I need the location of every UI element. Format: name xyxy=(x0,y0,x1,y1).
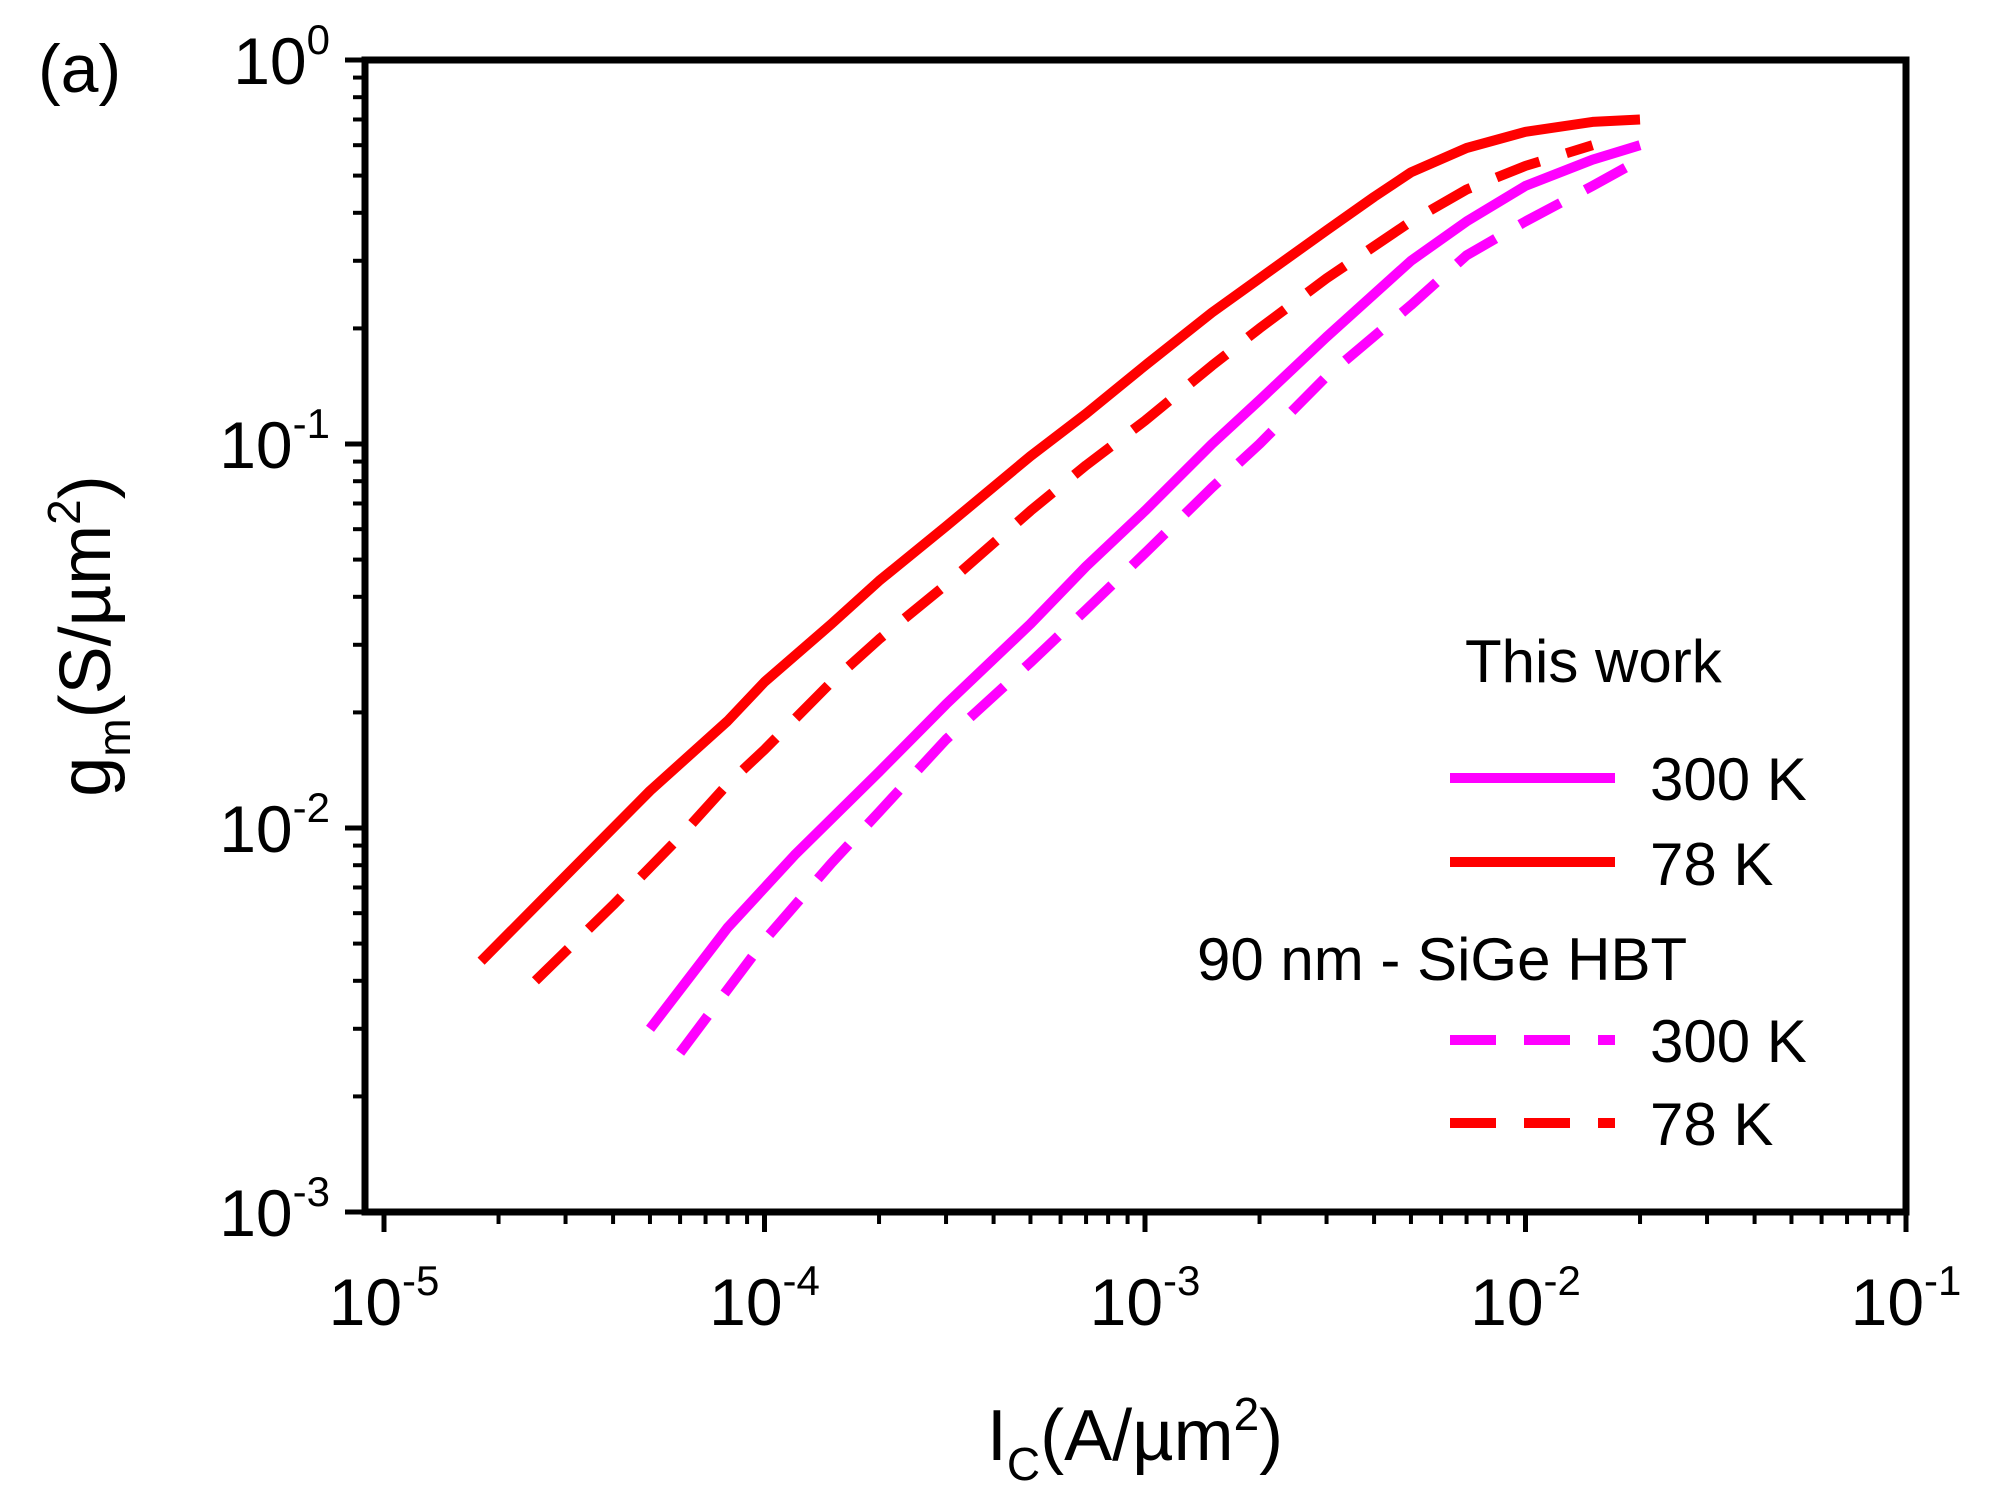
legend-label-this-work-300k: 300 K xyxy=(1650,746,1807,813)
y-axis-label-sub: m xyxy=(88,718,140,756)
x-axis-label-main: I xyxy=(987,1396,1007,1476)
y-axis-label-sup: 2 xyxy=(38,499,90,525)
series-layer xyxy=(477,114,1643,1056)
x-axis-label: IC(A/µm2) xyxy=(987,1388,1283,1489)
plot-frame xyxy=(361,56,1910,1216)
x-axis-label-close: ) xyxy=(1259,1396,1283,1476)
legend-group-title-sige-hbt: 90 nm - SiGe HBT xyxy=(1197,926,1687,993)
x-tick-label: 10-1 xyxy=(1851,1257,1962,1339)
legend-label-sige-hbt-300k: 300 K xyxy=(1650,1008,1807,1075)
x-tick-label: 10-3 xyxy=(1090,1257,1201,1339)
x-axis-label-sup: 2 xyxy=(1234,1388,1260,1440)
x-axis-label-tail: (A/µm xyxy=(1040,1396,1233,1476)
y-tick-label: 100 xyxy=(233,16,330,98)
series-line-1 xyxy=(646,140,1642,1032)
panel-label: (a) xyxy=(38,31,121,107)
y-axis-label-main: g xyxy=(46,757,126,797)
y-tick-label: 10-2 xyxy=(219,784,330,866)
series-line-4 xyxy=(531,140,1594,985)
x-tick-label: 10-5 xyxy=(329,1257,440,1339)
y-axis-label-tail: (S/µm xyxy=(46,525,126,718)
legend-group-title-this-work: This work xyxy=(1465,628,1723,695)
x-axis-label-sub: C xyxy=(1007,1438,1040,1489)
y-axis-label-close: ) xyxy=(46,475,126,499)
y-axis-label: gm(S/µm2) xyxy=(38,475,140,796)
x-tick-label: 10-2 xyxy=(1470,1257,1581,1339)
x-tick-label: 10-4 xyxy=(709,1257,820,1339)
legend-label-this-work-78k: 78 K xyxy=(1650,831,1773,898)
tick-layer: 10-5 10-4 10-3 10-2 10-1 10-3 10-2 10-1 100 xyxy=(219,16,1961,1339)
legend-label-sige-hbt-78k: 78 K xyxy=(1650,1091,1773,1158)
series-line-3 xyxy=(676,155,1643,1056)
series-line-2 xyxy=(477,114,1641,965)
legend: This work 300 K 78 K 90 nm - SiGe HBT 30… xyxy=(1197,628,1807,1158)
y-tick-label: 10-3 xyxy=(219,1168,330,1250)
y-tick-label: 10-1 xyxy=(219,400,330,482)
